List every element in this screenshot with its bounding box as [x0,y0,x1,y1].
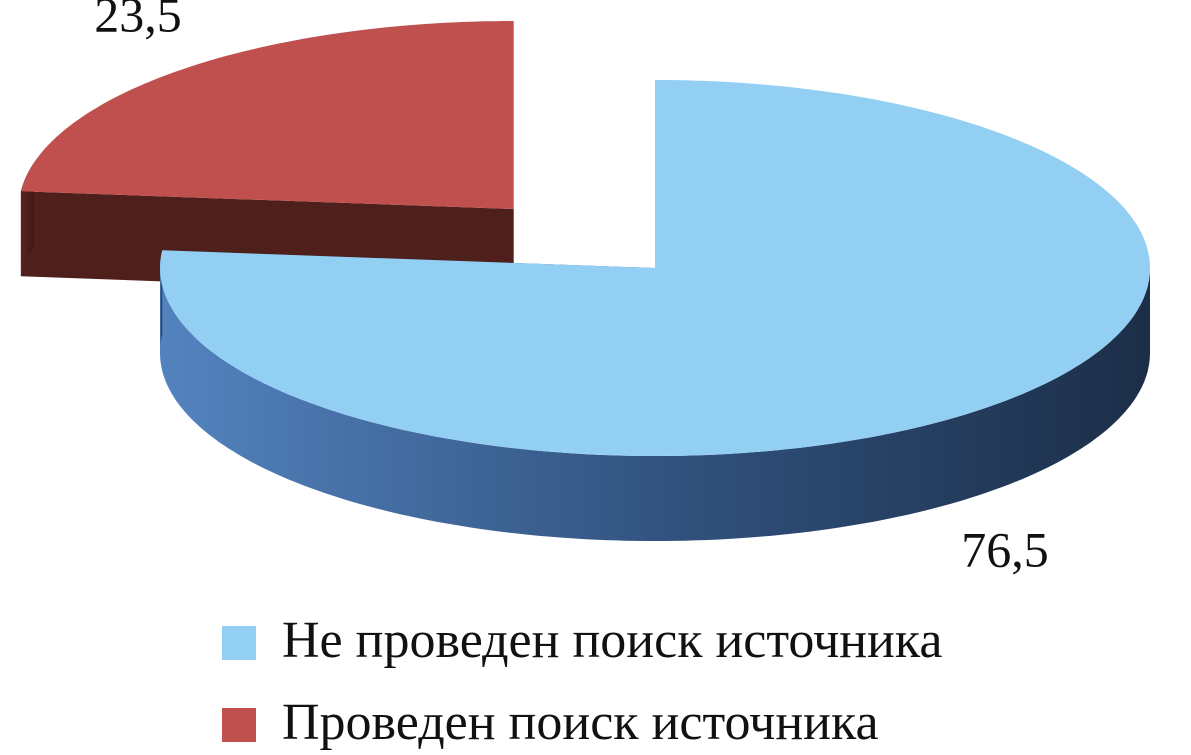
legend-label: Не проведен поиск источника [282,612,942,669]
data-label: 76,5 [961,521,1049,577]
slice [20,21,514,209]
data-label: 23,5 [94,0,182,42]
legend-swatch [222,708,256,742]
slice-side [160,268,1150,541]
slice [160,80,1150,456]
legend-swatch [222,626,256,660]
legend-label: Проведен поиск источника [282,694,879,751]
